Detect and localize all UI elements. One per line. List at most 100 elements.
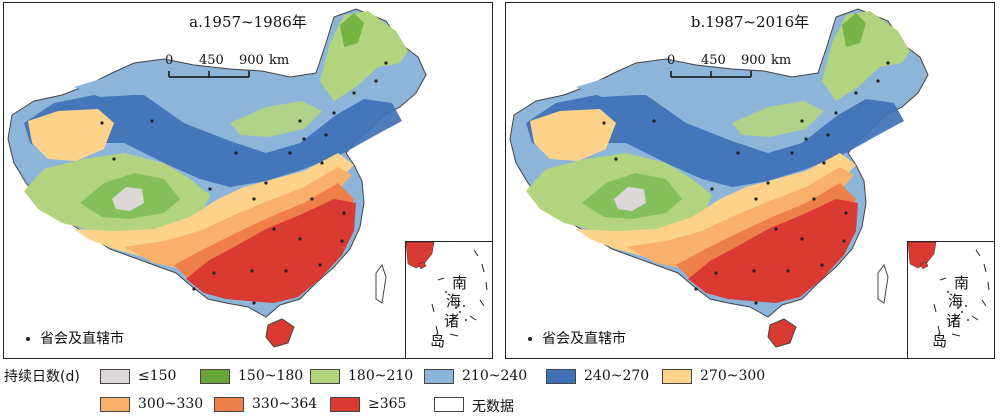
capital-dot — [342, 211, 346, 215]
capital-dot — [340, 239, 344, 243]
capital-dot — [886, 61, 890, 65]
capital-dot — [812, 197, 816, 201]
capital-dot — [736, 151, 740, 155]
hainan-island — [265, 318, 295, 348]
capital-dot-icon — [26, 337, 30, 341]
capital-dot — [318, 263, 322, 267]
zone-ge365-south — [688, 199, 858, 303]
zone-240-270 — [526, 95, 904, 187]
zone-270-300-tarim — [530, 109, 616, 161]
capital-dot — [844, 211, 848, 215]
capital-dot — [790, 151, 794, 155]
legend-swatch — [546, 369, 576, 384]
zone-270-300-south — [576, 153, 856, 261]
capital-legend-a: 省会及直辖市 — [26, 328, 124, 348]
zone-210-240-north — [576, 67, 686, 97]
capital-dot — [302, 137, 306, 141]
inset-char-2: 海 — [446, 292, 462, 310]
legend-swatch — [662, 369, 692, 384]
zone-le150-tibet — [112, 187, 144, 211]
scale-tick-0: 0 — [667, 53, 676, 68]
scale-tick-900: 900 — [239, 53, 264, 68]
zone-180-210-north — [230, 101, 322, 137]
inset-char-3: 诸 — [444, 312, 460, 330]
capital-dot — [150, 119, 154, 123]
scale-bar-b: 0 450 900 km — [661, 53, 811, 87]
capital-dot — [100, 121, 104, 125]
capital-dot — [820, 263, 824, 267]
duration-legend: 持续日数(d) ≤150 150~180 180~210 210~240 240… — [4, 368, 766, 415]
scale-unit: km — [269, 53, 290, 68]
hainan-island — [767, 318, 797, 348]
capital-dot — [234, 151, 238, 155]
capital-dot — [614, 157, 618, 161]
capital-dot — [842, 239, 846, 243]
taiwan-island — [877, 263, 889, 304]
zone-270-300-tarim — [28, 109, 114, 161]
inset-char-3: 诸 — [946, 312, 962, 330]
capital-dot — [284, 269, 288, 273]
legend-swatch — [424, 369, 454, 384]
zone-270-300-south — [74, 153, 354, 261]
inset-char-4: 岛 — [430, 332, 446, 350]
south-china-sea-inset-a: 南 海 诸 岛 — [405, 241, 492, 358]
capital-dot — [352, 91, 356, 95]
legend-swatch — [434, 397, 464, 412]
zone-240-270 — [24, 95, 402, 187]
capital-dot — [754, 301, 758, 305]
scale-tick-0: 0 — [165, 53, 174, 68]
capital-dot — [800, 237, 804, 241]
legend-swatch — [214, 397, 244, 412]
capital-dot — [754, 197, 758, 201]
legend-swatch — [310, 369, 340, 384]
capital-dot — [774, 227, 778, 231]
scale-tick-450: 450 — [199, 53, 224, 68]
scale-tick-900: 900 — [741, 53, 766, 68]
capital-dot — [834, 111, 838, 115]
zone-300-330-south — [626, 167, 854, 269]
scale-tick-450: 450 — [701, 53, 726, 68]
inset-char-4: 岛 — [932, 332, 948, 350]
capital-legend-b: 省会及直辖市 — [528, 328, 626, 348]
capital-dot — [752, 269, 756, 273]
capital-dot — [310, 197, 314, 201]
legend-title: 持续日数(d) — [4, 369, 80, 385]
capital-dot — [252, 197, 256, 201]
scale-bar-a: 0 450 900 km — [159, 53, 309, 87]
capital-dot — [208, 187, 212, 191]
zone-300-330-south — [124, 167, 352, 269]
capital-dot — [298, 237, 302, 241]
legend-swatch — [100, 397, 130, 412]
legend-swatch — [100, 369, 130, 384]
capital-dot — [192, 287, 196, 291]
capital-dot — [384, 61, 388, 65]
south-china-sea-inset-b: 南 海 诸 岛 — [907, 241, 994, 358]
inset-char-1: 南 — [954, 274, 970, 292]
capital-dot-icon — [528, 337, 532, 341]
capital-dot — [250, 269, 254, 273]
capital-dot — [854, 91, 858, 95]
capital-dot — [822, 161, 826, 165]
capital-dot — [332, 111, 336, 115]
capital-dot — [786, 269, 790, 273]
capital-dot — [272, 227, 276, 231]
zone-le150-tibet — [614, 187, 646, 211]
capital-dot — [652, 119, 656, 123]
capital-dot — [212, 271, 216, 275]
china-map-a — [7, 8, 427, 348]
legend-swatch — [330, 397, 360, 412]
capital-dot — [766, 181, 770, 185]
taiwan-island — [375, 263, 387, 304]
legend-swatch — [200, 369, 230, 384]
china-map-b — [509, 8, 929, 348]
capital-dot — [374, 79, 378, 83]
capital-dot — [320, 161, 324, 165]
zone-150-180-northeast — [340, 13, 364, 47]
capital-dot — [826, 133, 830, 137]
capital-dot — [288, 151, 292, 155]
capital-dot — [324, 133, 328, 137]
map-panel-b: b.1987~2016年 0 450 900 km 南 海 — [505, 2, 995, 359]
capital-dot — [710, 187, 714, 191]
zone-150-180-northeast — [842, 13, 866, 47]
capital-dot — [264, 181, 268, 185]
